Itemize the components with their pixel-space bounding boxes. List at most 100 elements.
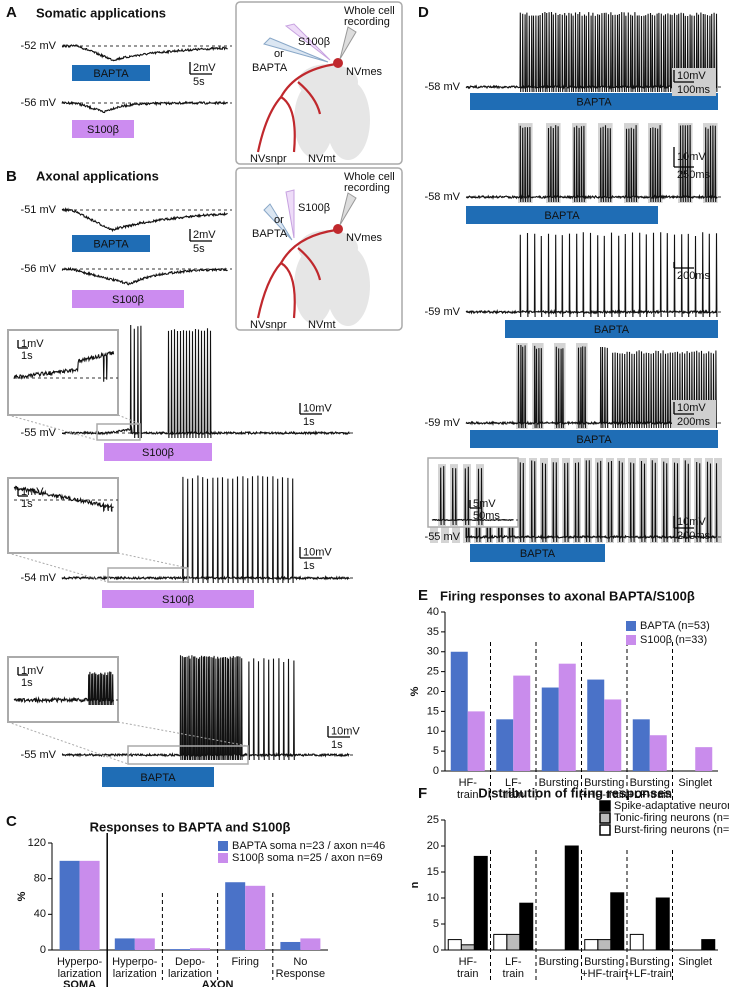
y-tick-label: 30 (427, 646, 439, 658)
scale-voltage: 10mV (303, 402, 332, 414)
x-tick-label: train (457, 789, 478, 801)
chart-title: Firing responses to axonal BAPTA/S100β (440, 588, 695, 603)
legend-swatch (599, 800, 611, 812)
bar (170, 949, 190, 950)
x-tick-label: +LF-train (628, 789, 672, 801)
scale-time: 1s (21, 677, 33, 689)
bar (450, 651, 468, 771)
scale-voltage: 2mV (193, 62, 216, 74)
diagram-label: NVmt (308, 153, 336, 165)
y-tick-label: 25 (427, 814, 439, 826)
scale-time: 100ms (677, 84, 711, 96)
bar (190, 948, 210, 950)
x-tick-label: +HF-train (581, 968, 627, 980)
bar (225, 882, 246, 950)
scale-time: 5s (193, 243, 205, 255)
nucleus-shape (294, 248, 334, 324)
drug-bar (470, 430, 718, 448)
x-tick-label: Bursting (630, 956, 670, 968)
bar (564, 845, 579, 951)
drug-bar (72, 235, 150, 252)
voltage-trace (13, 351, 115, 382)
drug-bar (470, 544, 605, 562)
chart-title: Responses to BAPTA and S100β (90, 819, 291, 834)
legend-label: BAPTA (n=53) (640, 620, 710, 632)
drug-bar (72, 65, 150, 81)
bar (604, 699, 622, 771)
drug-pipette (263, 203, 293, 241)
x-tick-label: Bursting (630, 777, 670, 789)
burst-shade (540, 458, 548, 543)
bar (245, 885, 266, 950)
burst-shade (606, 458, 614, 543)
y-tick-label: 40 (34, 908, 46, 920)
bar (701, 939, 716, 951)
bar (519, 902, 534, 951)
y-tick-label: 20 (427, 685, 439, 697)
voltage-trace (62, 324, 350, 439)
membrane-potential: -58 mV (425, 191, 461, 203)
scale-time: 5s (193, 76, 205, 88)
voltage-trace (431, 466, 514, 526)
panel-letter: F (418, 785, 427, 802)
nucleus-shape (298, 64, 358, 100)
zoom-box (127, 745, 249, 765)
burst-shade (476, 464, 484, 526)
zoom-box (96, 423, 141, 441)
bar (280, 941, 301, 950)
bar (493, 933, 508, 951)
burst-shade (576, 343, 588, 429)
x-tick-label: Firing (231, 956, 259, 968)
scale-time: 200ms (677, 270, 711, 282)
nucleus-shape (326, 246, 370, 326)
bar (655, 897, 670, 951)
legend-label: Burst-firing neurons (n=10) (614, 824, 729, 836)
burst-shade (532, 343, 544, 429)
burst-shade (551, 458, 559, 543)
y-tick-label: 5 (433, 918, 439, 930)
burst-shade (661, 458, 669, 543)
scale-voltage: 10mV (303, 546, 332, 558)
bar (134, 938, 155, 950)
drug-label: S100β (142, 447, 174, 459)
y-tick-label: 0 (433, 944, 439, 956)
zoom-connector (7, 721, 129, 765)
bar (447, 939, 462, 951)
bar (558, 663, 576, 771)
bar (649, 735, 667, 771)
x-tick-label: Singlet (678, 777, 712, 789)
burst-shade (516, 343, 528, 429)
neuron-soma (333, 58, 343, 68)
scale-time: 1s (303, 416, 315, 428)
diagram-label: BAPTA (252, 228, 288, 240)
burst-shade (529, 458, 537, 543)
x-tick-label: Bursting (584, 956, 624, 968)
membrane-potential: -52 mV (21, 40, 57, 52)
diagram-label: NVsnpr (250, 319, 287, 331)
y-tick-label: 0 (40, 944, 46, 956)
x-tick-label: HF- (459, 777, 478, 789)
bar (460, 944, 475, 951)
membrane-potential: -59 mV (425, 306, 461, 318)
burst-shade (639, 458, 647, 543)
burst-shade (683, 458, 691, 543)
membrane-potential: -55 mV (21, 749, 57, 761)
drug-bar (505, 320, 718, 338)
burst-shade (650, 458, 658, 543)
x-tick-label: +HF-train (581, 789, 627, 801)
scale-voltage: 10mV (677, 70, 706, 82)
bar (496, 719, 514, 771)
drug-label: BAPTA (576, 96, 612, 108)
bar (467, 711, 485, 771)
x-tick-label: Bursting (584, 777, 624, 789)
bar (584, 939, 599, 951)
bar (506, 933, 521, 951)
x-tick-label: Hyperpo- (57, 956, 103, 968)
drug-label: BAPTA (544, 210, 580, 222)
bar (629, 933, 644, 951)
recording-pipette (339, 192, 357, 226)
membrane-potential: -56 mV (21, 263, 57, 275)
drug-bar (466, 206, 658, 224)
drug-bar (104, 443, 212, 461)
